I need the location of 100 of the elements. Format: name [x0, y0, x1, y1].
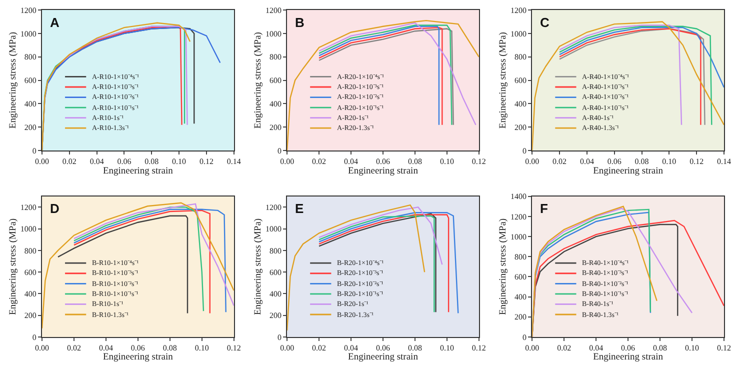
y-tick-label: 0: [32, 332, 36, 342]
y-tick-label: 200: [269, 122, 282, 132]
x-tick-label: 0.08: [408, 344, 422, 353]
y-tick-label: 400: [24, 100, 36, 109]
y-tick-label: 600: [514, 76, 527, 86]
x-tick-label: 0.12: [472, 344, 486, 353]
x-tick-label: 0.10: [172, 157, 186, 166]
x-tick-label: 0.12: [226, 344, 241, 353]
y-tick-label: 1200: [265, 203, 282, 212]
y-tick-label: 400: [269, 290, 282, 299]
x-tick-label: 0.00: [280, 157, 294, 166]
chart-title: B: [295, 15, 304, 30]
x-tick-label: 0.10: [440, 344, 454, 353]
chart-title: F: [540, 201, 548, 216]
y-tick-label: 800: [269, 246, 282, 256]
y-tick-label: 200: [24, 122, 36, 132]
x-tick-label: 0.06: [621, 344, 636, 353]
x-tick-label: 0.08: [144, 157, 159, 166]
x-tick-label: 0.06: [117, 157, 132, 166]
y-tick-label: 200: [24, 311, 36, 320]
x-tick-label: 0.00: [280, 344, 294, 353]
y-axis-title: Engineering stress (MPa): [254, 218, 264, 315]
y-tick-label: 600: [24, 268, 36, 277]
y-tick-label: 400: [269, 100, 282, 109]
x-tick-label: 0.08: [634, 157, 649, 166]
x-axis-title: Engineering strain: [348, 352, 418, 363]
y-tick-label: 400: [514, 292, 527, 302]
x-tick-label: 0.00: [35, 157, 49, 166]
y-tick-label: 1000: [510, 29, 527, 38]
y-tick-label: 200: [514, 122, 527, 132]
x-tick-label: 0.00: [35, 344, 49, 353]
chart-title: C: [540, 15, 550, 30]
x-tick-label: 0.02: [552, 157, 567, 166]
x-tick-label: 0.00: [525, 344, 540, 353]
x-tick-label: 0.14: [717, 157, 731, 166]
x-tick-label: 0.10: [194, 344, 209, 353]
x-tick-label: 0.08: [408, 157, 422, 166]
y-tick-label: 0: [277, 332, 282, 342]
x-axis-title: Engineering strain: [348, 166, 418, 176]
y-tick-label: 1000: [265, 224, 282, 234]
x-tick-label: 0.08: [653, 344, 668, 353]
y-axis-title: Engineering stress (MPa): [8, 218, 19, 315]
y-tick-label: 0: [277, 146, 282, 156]
x-tick-label: 0.04: [589, 344, 604, 353]
x-tick-label: 0.02: [66, 344, 81, 353]
x-tick-label: 0.02: [62, 157, 76, 166]
x-tick-label: 0.04: [90, 157, 104, 166]
y-tick-label: 800: [24, 246, 36, 256]
x-tick-label: 0.12: [472, 157, 486, 166]
y-tick-label: 1200: [510, 212, 527, 222]
y-tick-label: 400: [514, 100, 527, 109]
x-tick-label: 0.02: [312, 157, 326, 166]
y-tick-label: 600: [269, 76, 282, 86]
x-tick-label: 0.04: [344, 344, 358, 353]
y-axis-title: Engineering stress (MPa): [498, 218, 509, 315]
y-tick-label: 800: [514, 252, 527, 262]
chart-title: A: [50, 15, 60, 30]
x-tick-label: 0.04: [98, 344, 113, 353]
x-tick-label: 0.06: [376, 157, 390, 166]
y-tick-label: 600: [269, 268, 282, 277]
y-tick-label: 200: [514, 312, 527, 322]
x-axis-title: Engineering strain: [102, 166, 174, 176]
y-tick-label: 1000: [510, 232, 527, 242]
x-tick-label: 0.06: [130, 344, 145, 353]
x-axis-title: Engineering strain: [102, 352, 174, 363]
y-tick-label: 200: [269, 311, 282, 320]
y-tick-label: 800: [514, 52, 527, 62]
y-tick-label: 600: [514, 272, 527, 282]
x-tick-label: 0.12: [199, 157, 214, 166]
y-axis-title: Engineering stress (MPa): [498, 32, 509, 129]
y-tick-label: 1200: [510, 6, 527, 15]
x-tick-label: 0.10: [685, 344, 700, 353]
x-tick-label: 0.00: [525, 157, 540, 166]
x-axis-title: Engineering strain: [593, 166, 664, 176]
x-tick-label: 0.10: [662, 157, 676, 166]
y-axis-title: Engineering stress (MPa): [254, 32, 264, 129]
x-tick-label: 0.12: [717, 344, 731, 353]
y-tick-label: 400: [24, 290, 36, 299]
x-tick-label: 0.14: [226, 157, 241, 166]
x-tick-label: 0.08: [162, 344, 177, 353]
y-axis-title: Engineering stress (MPa): [8, 32, 19, 129]
x-tick-label: 0.04: [344, 157, 358, 166]
y-tick-label: 800: [24, 52, 36, 62]
x-tick-label: 0.12: [690, 157, 704, 166]
x-axis-title: Engineering strain: [593, 352, 664, 363]
y-tick-label: 0: [522, 146, 527, 156]
y-tick-label: 1200: [20, 6, 36, 15]
chart-title: D: [50, 201, 60, 216]
y-tick-label: 600: [24, 76, 36, 86]
y-tick-label: 1000: [20, 224, 36, 234]
y-tick-label: 1400: [510, 192, 527, 202]
x-tick-label: 0.02: [557, 344, 572, 353]
y-tick-label: 0: [32, 146, 36, 156]
y-tick-label: 800: [269, 52, 282, 62]
x-tick-label: 0.06: [607, 157, 622, 166]
y-tick-label: 0: [522, 332, 527, 342]
x-tick-label: 0.10: [440, 157, 454, 166]
x-tick-label: 0.02: [312, 344, 326, 353]
y-tick-label: 1000: [265, 29, 282, 38]
x-tick-label: 0.06: [376, 344, 390, 353]
